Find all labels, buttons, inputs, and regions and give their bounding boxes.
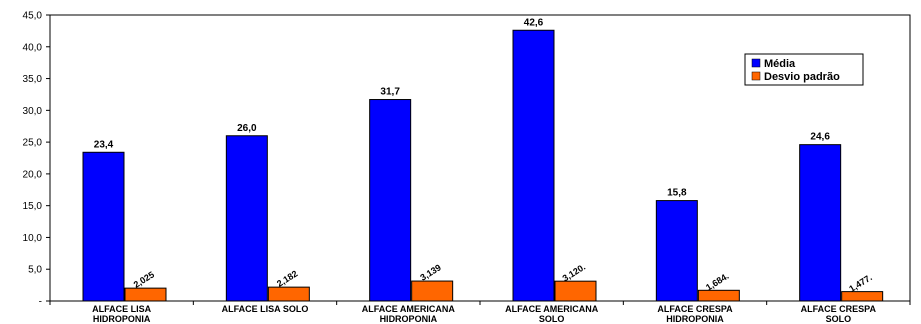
- y-tick-label: 40,0: [23, 42, 43, 53]
- y-tick-label: 15,0: [23, 201, 43, 212]
- category-label: ALFACE CRESPA: [801, 304, 877, 314]
- legend: Média Desvio padrão: [744, 53, 864, 86]
- bar-desvio: [697, 289, 740, 302]
- y-tick-label: 30,0: [23, 106, 43, 117]
- bar-desvio: [554, 280, 597, 302]
- legend-box: [744, 53, 864, 86]
- data-label-media: 26,0: [237, 123, 257, 134]
- category-label: SOLO: [539, 314, 565, 324]
- category-label: ALFACE CRESPA: [657, 304, 733, 314]
- bar-desvio: [267, 286, 310, 302]
- y-ticks: - 5,0 10,0 15,0 20,0 25,0 30,0 35,0 40,0 45,0: [23, 11, 50, 308]
- category-label: HIDROPONIA: [93, 314, 151, 324]
- y-tick-label: 5,0: [28, 265, 42, 276]
- y-tick-label: -: [39, 297, 42, 308]
- y-tick-label: 10,0: [23, 233, 43, 244]
- category-label: SOLO: [826, 314, 852, 324]
- y-tick-label: 25,0: [23, 138, 43, 149]
- data-label-media: 24,6: [810, 132, 830, 143]
- bar-desvio: [124, 287, 167, 302]
- data-label-media: 23,4: [94, 139, 114, 150]
- bar-media: [82, 151, 125, 302]
- bar-media: [799, 144, 842, 302]
- legend-swatch-media: [751, 58, 761, 68]
- bar-media: [225, 135, 268, 302]
- bar-media: [369, 99, 412, 302]
- data-label-media: 15,8: [667, 188, 687, 199]
- category-label: HIDROPONIA: [380, 314, 438, 324]
- bar-desvio: [841, 291, 884, 302]
- category-label: HIDROPONIA: [666, 314, 724, 324]
- legend-label-media: Média: [764, 58, 796, 70]
- bars: [82, 29, 884, 302]
- legend-swatch-desvio: [751, 71, 761, 81]
- legend-label-desvio: Desvio padrão: [764, 71, 840, 83]
- category-label: ALFACE LISA SOLO: [222, 304, 309, 314]
- category-label: ALFACE AMERICANA: [362, 304, 456, 314]
- category-label: ALFACE AMERICANA: [505, 304, 599, 314]
- category-label: ALFACE LISA: [92, 304, 152, 314]
- y-tick-label: 35,0: [23, 74, 43, 85]
- y-tick-label: 20,0: [23, 169, 43, 180]
- y-tick-label: 45,0: [23, 11, 43, 22]
- bar-media: [655, 200, 698, 302]
- bar-media: [512, 29, 555, 302]
- data-label-media: 42,6: [524, 17, 544, 28]
- x-ticks: [49, 301, 911, 305]
- data-label-media: 31,7: [380, 87, 400, 98]
- bar-desvio: [411, 280, 454, 302]
